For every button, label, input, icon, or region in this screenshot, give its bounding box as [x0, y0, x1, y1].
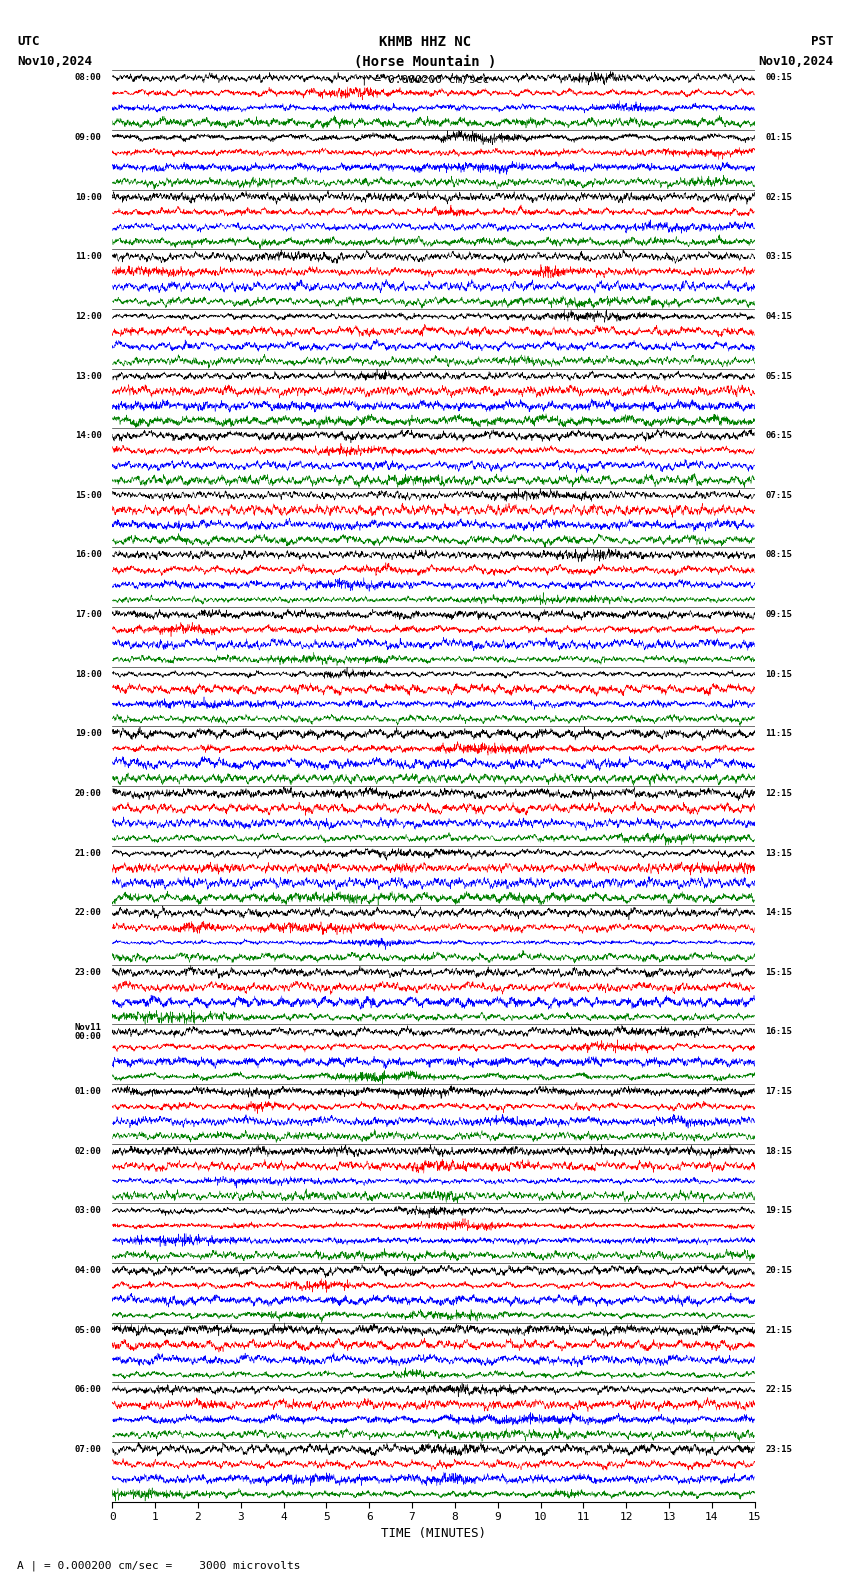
Text: 21:00: 21:00	[75, 849, 102, 857]
Text: A | = 0.000200 cm/sec =    3000 microvolts: A | = 0.000200 cm/sec = 3000 microvolts	[17, 1560, 301, 1571]
Text: 15:00: 15:00	[75, 491, 102, 501]
Text: 13:00: 13:00	[75, 372, 102, 380]
Text: 03:00: 03:00	[75, 1207, 102, 1215]
Text: KHMB HHZ NC: KHMB HHZ NC	[379, 35, 471, 49]
Text: 05:00: 05:00	[75, 1326, 102, 1335]
Text: 00:00: 00:00	[75, 1031, 102, 1041]
Text: 12:15: 12:15	[765, 789, 792, 798]
Text: 02:00: 02:00	[75, 1147, 102, 1156]
Text: 19:00: 19:00	[75, 729, 102, 738]
Text: | = 0.000200 cm/sec: | = 0.000200 cm/sec	[361, 74, 489, 86]
Text: (Horse Mountain ): (Horse Mountain )	[354, 55, 496, 70]
Text: 23:00: 23:00	[75, 968, 102, 977]
Text: 10:00: 10:00	[75, 193, 102, 201]
Text: 08:00: 08:00	[75, 73, 102, 82]
Text: 21:15: 21:15	[765, 1326, 792, 1335]
Text: 11:15: 11:15	[765, 729, 792, 738]
Text: 03:15: 03:15	[765, 252, 792, 261]
Text: 20:15: 20:15	[765, 1266, 792, 1275]
Text: 19:15: 19:15	[765, 1207, 792, 1215]
Text: 10:15: 10:15	[765, 670, 792, 678]
Text: 07:00: 07:00	[75, 1445, 102, 1454]
Text: 16:15: 16:15	[765, 1028, 792, 1036]
Text: 09:00: 09:00	[75, 133, 102, 143]
Text: 14:15: 14:15	[765, 908, 792, 917]
Text: 14:00: 14:00	[75, 431, 102, 440]
Text: 07:15: 07:15	[765, 491, 792, 501]
Text: 04:00: 04:00	[75, 1266, 102, 1275]
Text: 18:15: 18:15	[765, 1147, 792, 1156]
Text: 06:00: 06:00	[75, 1386, 102, 1394]
X-axis label: TIME (MINUTES): TIME (MINUTES)	[381, 1527, 486, 1541]
Text: 13:15: 13:15	[765, 849, 792, 857]
Text: 06:15: 06:15	[765, 431, 792, 440]
Text: 22:00: 22:00	[75, 908, 102, 917]
Text: 22:15: 22:15	[765, 1386, 792, 1394]
Text: 04:15: 04:15	[765, 312, 792, 322]
Text: 05:15: 05:15	[765, 372, 792, 380]
Text: 01:00: 01:00	[75, 1087, 102, 1096]
Text: 15:15: 15:15	[765, 968, 792, 977]
Text: 11:00: 11:00	[75, 252, 102, 261]
Text: 01:15: 01:15	[765, 133, 792, 143]
Text: 08:15: 08:15	[765, 550, 792, 559]
Text: 09:15: 09:15	[765, 610, 792, 619]
Text: 17:00: 17:00	[75, 610, 102, 619]
Text: 18:00: 18:00	[75, 670, 102, 678]
Text: Nov10,2024: Nov10,2024	[758, 55, 833, 68]
Text: 17:15: 17:15	[765, 1087, 792, 1096]
Text: PST: PST	[811, 35, 833, 48]
Text: 16:00: 16:00	[75, 550, 102, 559]
Text: 00:15: 00:15	[765, 73, 792, 82]
Text: Nov10,2024: Nov10,2024	[17, 55, 92, 68]
Text: 23:15: 23:15	[765, 1445, 792, 1454]
Text: Nov11: Nov11	[75, 1023, 102, 1031]
Text: UTC: UTC	[17, 35, 39, 48]
Text: 20:00: 20:00	[75, 789, 102, 798]
Text: 02:15: 02:15	[765, 193, 792, 201]
Text: 12:00: 12:00	[75, 312, 102, 322]
